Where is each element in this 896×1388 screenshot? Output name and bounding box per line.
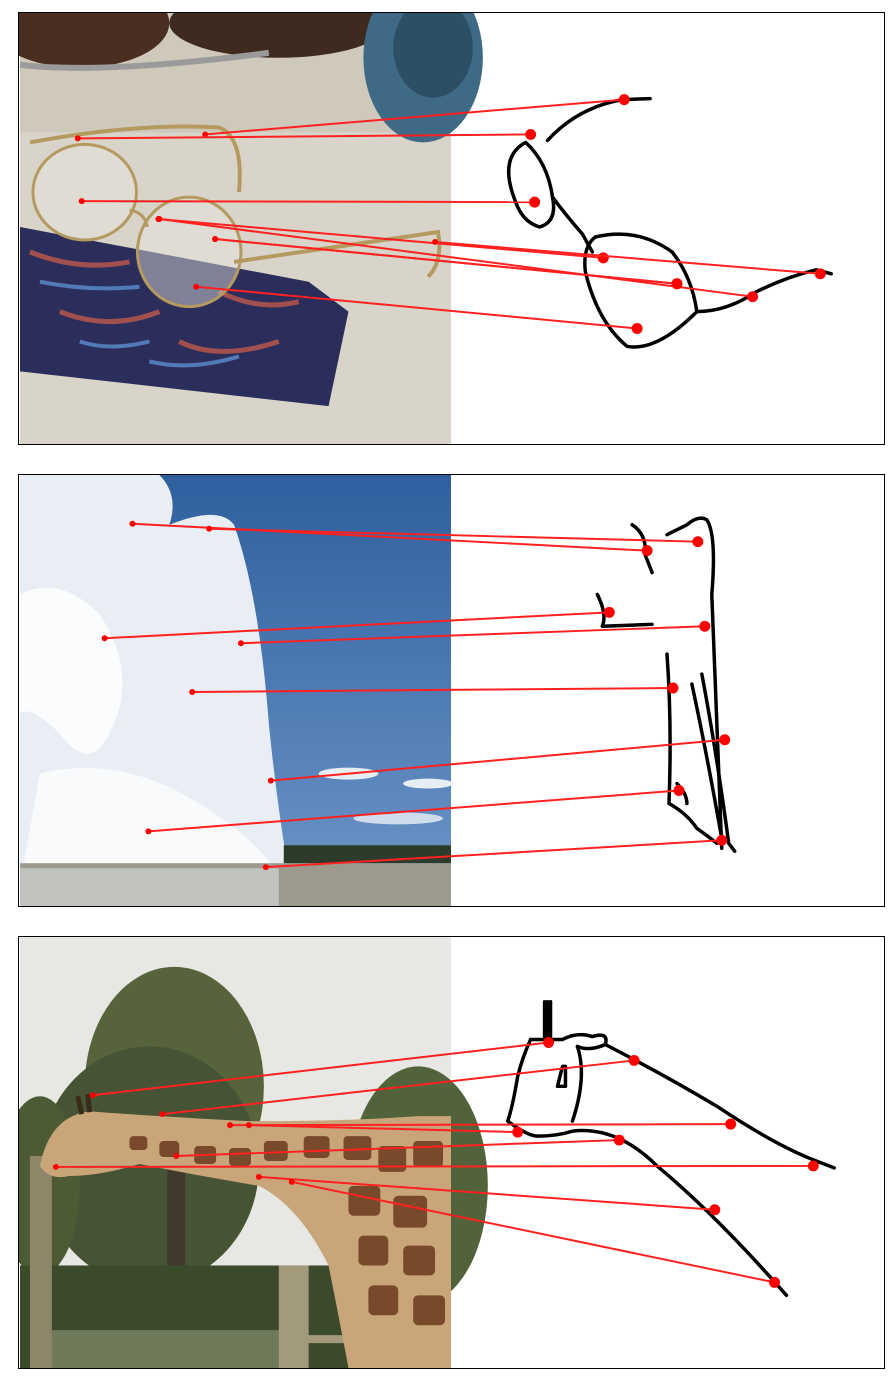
sketch-keypoint bbox=[725, 1118, 737, 1130]
match-line bbox=[205, 98, 625, 136]
photo-keypoint bbox=[193, 283, 200, 290]
panel-geyser bbox=[18, 474, 885, 907]
photo-keypoint bbox=[255, 1173, 262, 1180]
fence-post bbox=[278, 1265, 309, 1368]
glasses-case bbox=[20, 227, 349, 407]
sketch-keypoint bbox=[719, 734, 731, 746]
sketch-keypoint bbox=[613, 1134, 625, 1146]
sketch-keypoint bbox=[618, 94, 630, 106]
match-line bbox=[148, 789, 680, 833]
photo-keypoint bbox=[288, 1178, 295, 1185]
photo-keypoint bbox=[432, 238, 439, 245]
match-line bbox=[159, 218, 753, 298]
sketch-keypoint bbox=[525, 128, 537, 140]
sketch-keypoint bbox=[814, 268, 826, 280]
giraffe-sketch bbox=[505, 999, 836, 1298]
match-line bbox=[265, 839, 722, 869]
match-line bbox=[158, 218, 604, 259]
sketch-keypoint bbox=[807, 1160, 819, 1172]
sketch-keypoint bbox=[769, 1276, 780, 1288]
match-line bbox=[55, 1164, 814, 1168]
geyser-matches bbox=[101, 520, 731, 871]
sketch-keypoint bbox=[667, 682, 679, 694]
match-line bbox=[196, 285, 638, 330]
photo-keypoint bbox=[262, 864, 269, 871]
photo-keypoint bbox=[101, 635, 108, 642]
photo-keypoint bbox=[227, 1122, 234, 1129]
geyser-photo bbox=[20, 475, 453, 906]
sketch-keypoint bbox=[673, 785, 685, 797]
match-line bbox=[270, 738, 725, 782]
match-line bbox=[434, 240, 821, 275]
photo-keypoint bbox=[267, 777, 274, 784]
sketch-keypoint bbox=[603, 606, 615, 618]
geyser-figure bbox=[20, 475, 737, 906]
sketch-keypoint bbox=[641, 545, 653, 557]
glasses-photo bbox=[19, 13, 483, 444]
photo-keypoint bbox=[145, 828, 152, 835]
giraffe-matches bbox=[52, 1037, 819, 1288]
match-line bbox=[162, 1059, 635, 1116]
sketch-keypoint bbox=[543, 1037, 555, 1048]
photo-keypoint bbox=[89, 1092, 96, 1099]
glasses-sketch bbox=[507, 96, 833, 349]
photo-keypoint bbox=[245, 1122, 252, 1129]
giraffe-body bbox=[39, 1111, 452, 1368]
panel-giraffe bbox=[18, 936, 885, 1369]
match-line bbox=[92, 1041, 549, 1097]
glasses-left-lens bbox=[31, 142, 138, 242]
photo-keypoint bbox=[74, 135, 81, 142]
sketch-keypoint bbox=[747, 291, 759, 303]
photo-keypoint bbox=[237, 640, 244, 647]
photo-keypoint bbox=[202, 131, 209, 138]
photo-keypoint bbox=[206, 525, 213, 532]
match-line bbox=[176, 1139, 620, 1157]
sketch-keypoint bbox=[631, 323, 643, 335]
match-line bbox=[230, 1123, 731, 1127]
photo-keypoint bbox=[212, 235, 219, 242]
sketch-keypoint bbox=[716, 834, 728, 846]
glasses-figure bbox=[19, 13, 833, 444]
match-line bbox=[248, 1124, 518, 1134]
match-line bbox=[81, 200, 535, 204]
photo-keypoint bbox=[159, 1111, 166, 1118]
giraffe-photo bbox=[19, 937, 488, 1368]
sketch-keypoint bbox=[692, 536, 704, 548]
photo-keypoint bbox=[52, 1163, 59, 1170]
match-line bbox=[291, 1180, 775, 1284]
photo-keypoint bbox=[173, 1152, 180, 1159]
match-line bbox=[192, 687, 673, 693]
match-line bbox=[215, 237, 678, 285]
sketch-keypoint bbox=[597, 252, 609, 264]
match-line bbox=[77, 133, 531, 140]
sketch-keypoint bbox=[512, 1126, 524, 1138]
sketch-keypoint bbox=[628, 1054, 640, 1066]
panel-glasses bbox=[18, 12, 885, 445]
sketch-keypoint bbox=[671, 278, 683, 290]
match-line bbox=[209, 527, 698, 543]
match-line bbox=[258, 1175, 715, 1211]
photo-keypoint bbox=[129, 520, 136, 527]
sketch-keypoint bbox=[529, 196, 541, 208]
sketch-keypoint bbox=[709, 1204, 721, 1216]
geyser-sketch bbox=[595, 516, 737, 853]
photo-keypoint bbox=[189, 689, 196, 695]
match-line bbox=[104, 611, 610, 640]
sketch-keypoint bbox=[699, 620, 711, 632]
photo-keypoint bbox=[156, 216, 163, 223]
match-line bbox=[240, 625, 705, 645]
photo-keypoint bbox=[78, 198, 85, 205]
glasses-matches bbox=[74, 94, 826, 335]
giraffe-figure bbox=[19, 937, 836, 1368]
